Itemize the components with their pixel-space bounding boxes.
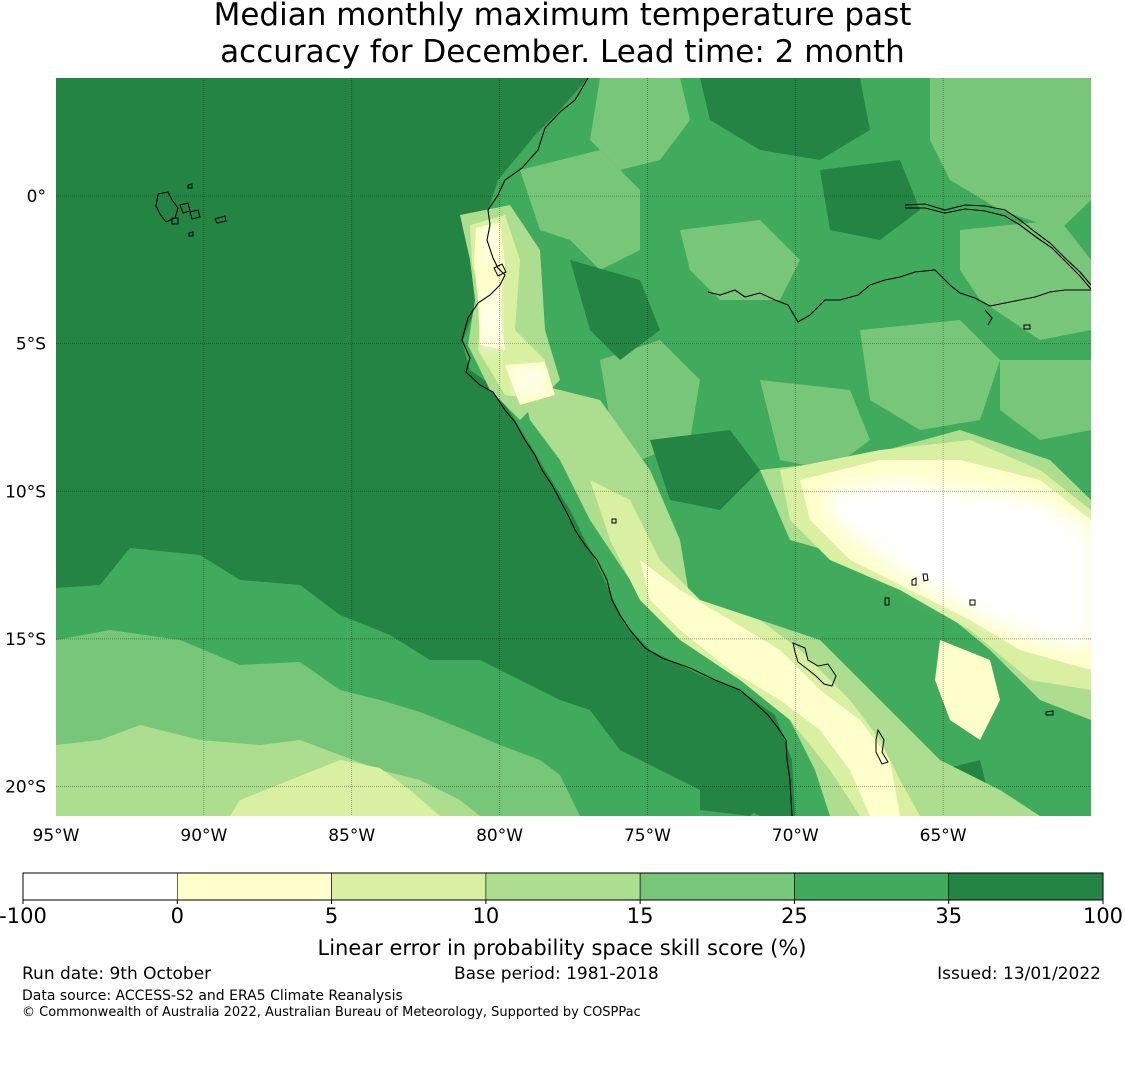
- issued-date: Issued: 13/01/2022: [937, 964, 1101, 984]
- run-date: Run date: 9th October: [22, 964, 212, 984]
- latitude-tick-label: 15°S: [5, 630, 46, 650]
- colorbar: -100 0 5 10 15 25 35 100: [0, 872, 1123, 928]
- latitude-labels: 0° 5°S 10°S 15°S 20°S: [5, 187, 46, 797]
- latitude-tick-label: 0°: [27, 187, 46, 207]
- colorbar-segment: [948, 872, 1104, 901]
- colorbar-segment: [176, 872, 332, 901]
- latitude-tick-label: 5°S: [16, 335, 46, 355]
- colorbar-segment: [485, 872, 641, 901]
- longitude-tick-label: 90°W: [180, 826, 227, 846]
- colorbar-frame: [22, 872, 1104, 901]
- colorbar-segment: [794, 872, 950, 901]
- puna-island: [493, 263, 507, 277]
- colorbar-tick-label: 25: [781, 904, 808, 928]
- colorbar-tick-label: 0: [171, 904, 184, 928]
- land-skill-patches: [520, 78, 1091, 816]
- latitude-tick-label: 10°S: [5, 482, 46, 502]
- longitude-labels: 95°W 90°W 85°W 80°W 75°W 70°W 65°W: [33, 826, 967, 846]
- longitude-tick-label: 95°W: [33, 826, 80, 846]
- coastal-low-skill-strip: [460, 205, 560, 420]
- rivers: [707, 203, 1091, 326]
- galapagos-islands: [155, 183, 227, 237]
- map-area: [56, 78, 1091, 816]
- base-period: Base period: 1981-2018: [454, 964, 659, 984]
- colorbar-segment: [331, 872, 487, 901]
- longitude-tick-label: 80°W: [476, 826, 523, 846]
- copyright: © Commonwealth of Australia 2022, Austra…: [22, 1005, 641, 1020]
- land-skill-base: [462, 78, 1091, 816]
- data-source: Data source: ACCESS-S2 and ERA5 Climate …: [22, 988, 403, 1004]
- coastline: [461, 78, 793, 816]
- colorbar-tick-label: 5: [325, 904, 338, 928]
- colorbar-tick-label: -100: [0, 904, 47, 928]
- longitude-tick-label: 75°W: [624, 826, 671, 846]
- colorbar-tick-label: 15: [627, 904, 654, 928]
- graticule: [56, 78, 1091, 816]
- map-title-line-2: accuracy for December. Lead time: 2 mont…: [220, 34, 905, 70]
- ocean-skill-band-5-10: [230, 760, 440, 816]
- colorbar-label: Linear error in probability space skill …: [318, 936, 807, 960]
- land-skill-low-zones: [520, 380, 1091, 816]
- longitude-tick-label: 85°W: [328, 826, 375, 846]
- longitude-tick-label: 70°W: [772, 826, 819, 846]
- map-title-line-1: Median monthly maximum temperature past: [213, 0, 912, 33]
- colorbar-segment: [22, 872, 178, 901]
- colorbar-tick-label: 100: [1083, 904, 1123, 928]
- colorbar-tick-label: 35: [935, 904, 962, 928]
- colorbar-tick-label: 10: [472, 904, 499, 928]
- colorbar-segment: [639, 872, 795, 901]
- lakes: [611, 324, 1054, 765]
- longitude-tick-label: 65°W: [920, 826, 967, 846]
- latitude-tick-label: 20°S: [5, 777, 46, 797]
